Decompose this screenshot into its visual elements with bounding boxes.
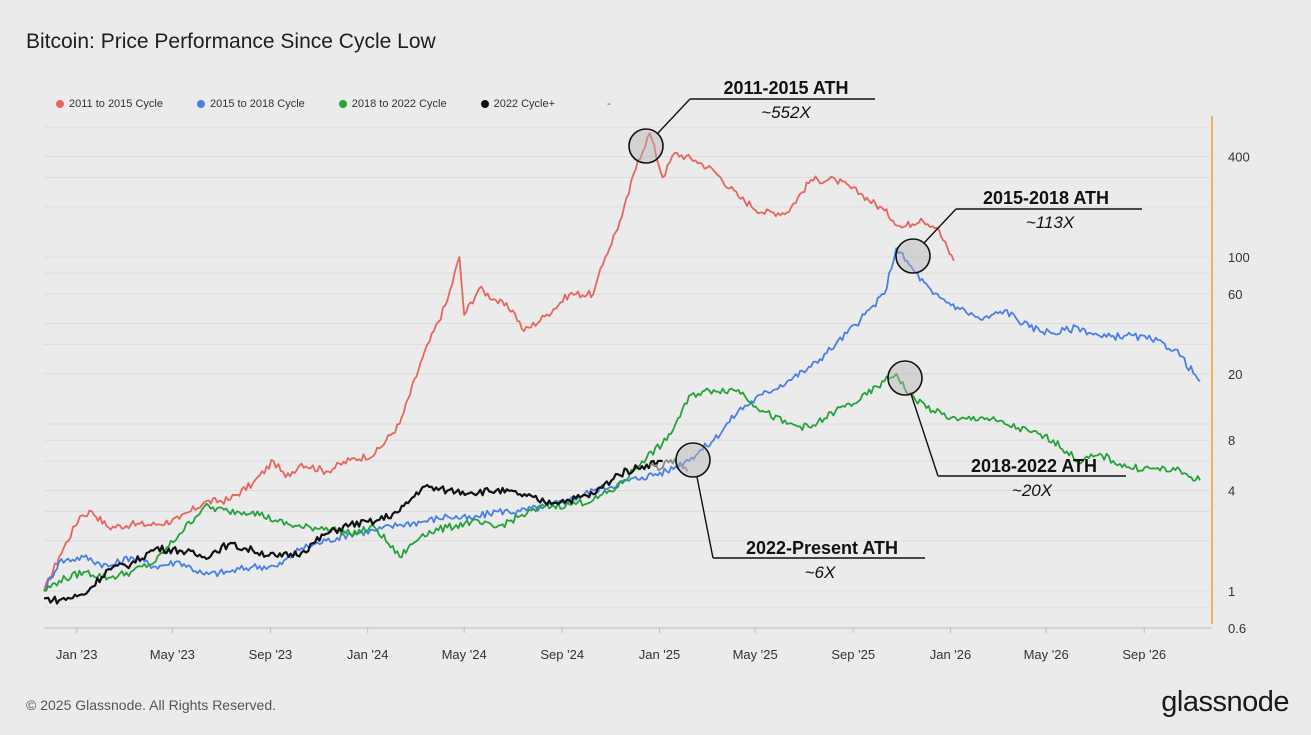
annotation-2018-2022: 2018-2022 ATH ~20X bbox=[887, 360, 1126, 500]
x-tick-label: Sep '23 bbox=[249, 647, 293, 662]
x-tick-label: Jan '24 bbox=[347, 647, 389, 662]
ath-title: 2022-Present ATH bbox=[746, 538, 898, 558]
legend-item-2015-2018[interactable]: 2015 to 2018 Cycle bbox=[196, 98, 305, 110]
chart-legend: 2011 to 2015 Cycle 2015 to 2018 Cycle 20… bbox=[56, 98, 611, 110]
annotation-2011-2015: 2011-2015 ATH ~552X bbox=[628, 78, 875, 164]
y-tick-label: 20 bbox=[1228, 367, 1242, 382]
copyright-footer: © 2025 Glassnode. All Rights Reserved. bbox=[26, 697, 277, 713]
brand-logo: glassnode bbox=[1161, 686, 1289, 718]
series-line bbox=[43, 247, 1201, 592]
ath-annotations: 2011-2015 ATH ~552X 2015-2018 ATH ~113X … bbox=[628, 78, 1142, 582]
ath-multiple: ~20X bbox=[1012, 481, 1053, 500]
ath-circle bbox=[675, 442, 711, 478]
legend-item-2018-2022[interactable]: 2018 to 2022 Cycle bbox=[338, 98, 447, 110]
ath-leader-line bbox=[657, 98, 691, 134]
series-lines bbox=[43, 132, 1201, 605]
legend-dot bbox=[338, 100, 347, 108]
y-tick-label: 1 bbox=[1228, 584, 1235, 599]
ath-leader-line bbox=[696, 476, 714, 559]
x-tick-label: Jan '26 bbox=[930, 647, 972, 662]
axes: Jan '23 May '23 Sep '23 Jan '24 May '24 Sep '… bbox=[44, 116, 1250, 662]
legend-dot bbox=[196, 100, 205, 108]
annotation-2022-present: 2022-Present ATH ~6X bbox=[675, 442, 925, 582]
legend-item-2022-plus[interactable]: 2022 Cycle+ bbox=[480, 98, 556, 110]
grid-lines bbox=[44, 126, 1210, 629]
ath-multiple: ~6X bbox=[805, 563, 836, 582]
legend-dot bbox=[56, 100, 64, 108]
x-tick-label: May '25 bbox=[733, 647, 778, 662]
ath-title: 2015-2018 ATH bbox=[983, 188, 1109, 208]
series-line bbox=[43, 459, 663, 605]
legend-label: 2011 to 2015 Cycle bbox=[69, 98, 163, 110]
y-tick-label: 100 bbox=[1228, 250, 1250, 265]
x-tick-label: Sep '25 bbox=[831, 647, 875, 662]
ath-title: 2018-2022 ATH bbox=[971, 456, 1097, 476]
annotation-2015-2018: 2015-2018 ATH ~113X bbox=[895, 188, 1142, 274]
legend-label: 2022 Cycle+ bbox=[493, 98, 556, 110]
legend-item-2011-2015[interactable]: 2011 to 2015 Cycle bbox=[56, 98, 163, 110]
ath-multiple: ~113X bbox=[1026, 213, 1075, 232]
series-line bbox=[43, 132, 955, 592]
x-tick-label: May '23 bbox=[150, 647, 195, 662]
ath-multiple: ~552X bbox=[761, 103, 811, 122]
ath-leader-line bbox=[910, 393, 939, 477]
x-tick-label: May '24 bbox=[442, 647, 487, 662]
y-tick-label: 400 bbox=[1228, 150, 1250, 165]
legend-label: 2015 to 2018 Cycle bbox=[209, 98, 305, 110]
legend-label: 2018 to 2022 Cycle bbox=[351, 98, 447, 110]
x-tick-label: Jan '25 bbox=[639, 647, 681, 662]
x-tick-label: Sep '24 bbox=[540, 647, 584, 662]
ath-circle bbox=[628, 128, 664, 164]
x-tick-label: May '26 bbox=[1024, 647, 1069, 662]
ath-circle bbox=[887, 360, 923, 396]
x-tick-label: Sep '26 bbox=[1122, 647, 1166, 662]
x-tick-label: Jan '23 bbox=[56, 647, 98, 662]
y-tick-label: 8 bbox=[1228, 433, 1235, 448]
legend-dot bbox=[480, 100, 489, 108]
ath-circle bbox=[895, 238, 931, 274]
series-line bbox=[649, 458, 689, 472]
ath-title: 2011-2015 ATH bbox=[723, 78, 848, 98]
y-tick-label: 0.6 bbox=[1228, 621, 1246, 636]
ath-leader-line bbox=[923, 208, 957, 244]
series-line bbox=[43, 372, 1201, 592]
legend-extra: - bbox=[607, 98, 611, 110]
chart-title: Bitcoin: Price Performance Since Cycle L… bbox=[26, 30, 436, 53]
y-tick-label: 60 bbox=[1228, 287, 1242, 302]
y-tick-label: 4 bbox=[1228, 483, 1235, 498]
